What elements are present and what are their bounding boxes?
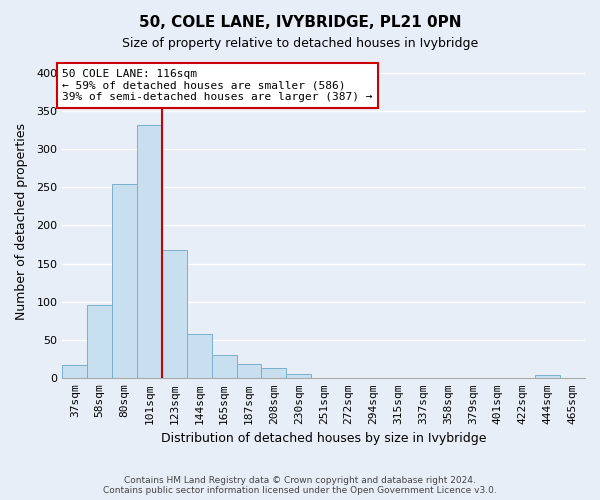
Text: 50, COLE LANE, IVYBRIDGE, PL21 0PN: 50, COLE LANE, IVYBRIDGE, PL21 0PN: [139, 15, 461, 30]
Text: 50 COLE LANE: 116sqm
← 59% of detached houses are smaller (586)
39% of semi-deta: 50 COLE LANE: 116sqm ← 59% of detached h…: [62, 69, 373, 102]
Bar: [112, 184, 137, 378]
Bar: [212, 356, 236, 378]
Bar: [262, 368, 286, 378]
Y-axis label: Number of detached properties: Number of detached properties: [15, 123, 28, 320]
Bar: [187, 334, 212, 378]
Text: Contains HM Land Registry data © Crown copyright and database right 2024.
Contai: Contains HM Land Registry data © Crown c…: [103, 476, 497, 495]
X-axis label: Distribution of detached houses by size in Ivybridge: Distribution of detached houses by size …: [161, 432, 487, 445]
Bar: [62, 366, 87, 378]
Bar: [87, 305, 112, 378]
Bar: [535, 375, 560, 378]
Bar: [162, 250, 187, 378]
Bar: [236, 364, 262, 378]
Bar: [137, 124, 162, 378]
Bar: [286, 374, 311, 378]
Text: Size of property relative to detached houses in Ivybridge: Size of property relative to detached ho…: [122, 38, 478, 51]
